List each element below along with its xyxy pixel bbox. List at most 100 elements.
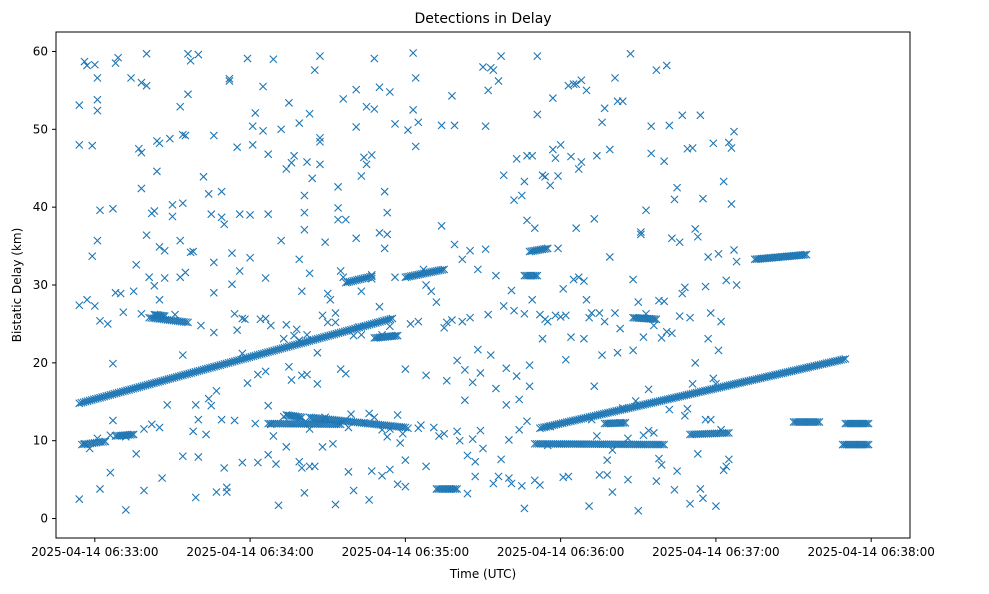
data-point-marker (352, 234, 361, 243)
data-point-marker (362, 102, 371, 111)
data-point-marker (253, 370, 262, 379)
data-point-marker (305, 109, 314, 118)
data-point-marker (673, 467, 682, 476)
data-point-marker (277, 125, 286, 134)
y-tick-label: 30 (33, 278, 48, 292)
data-point-marker (181, 131, 190, 140)
data-point-marker (295, 119, 304, 128)
data-point-marker (491, 384, 500, 393)
data-point-marker (212, 488, 221, 497)
data-point-marker (468, 435, 477, 444)
data-point-marker (434, 484, 443, 493)
data-point-marker (380, 244, 389, 253)
data-point-marker (719, 177, 728, 186)
data-point-marker (529, 271, 538, 280)
data-point-marker (207, 210, 216, 219)
data-point-marker (711, 379, 720, 388)
data-point-marker (693, 449, 702, 458)
data-point-marker (515, 425, 524, 434)
data-point-marker (178, 351, 187, 360)
data-point-marker (717, 425, 726, 434)
data-point-marker (691, 358, 700, 367)
data-point-marker (616, 418, 625, 427)
data-point-marker (225, 77, 234, 86)
data-point-marker (698, 494, 707, 503)
data-point-marker (595, 470, 604, 479)
data-point-marker (680, 411, 689, 420)
data-point-marker (657, 460, 666, 469)
data-point-marker (313, 348, 322, 357)
data-point-marker (582, 295, 591, 304)
data-point-marker (556, 140, 565, 149)
data-point-marker (479, 63, 487, 72)
data-points (75, 49, 873, 515)
data-point-marker (617, 418, 626, 427)
data-point-marker (476, 426, 485, 435)
data-point-marker (460, 365, 469, 374)
data-point-marker (667, 234, 676, 243)
data-point-marker (675, 312, 684, 321)
data-point-marker (481, 122, 490, 131)
data-point-marker (111, 59, 120, 68)
data-point-marker (80, 57, 89, 66)
data-point-marker (538, 334, 547, 343)
data-point-marker (155, 139, 164, 148)
data-point-marker (315, 52, 324, 61)
data-point-marker (437, 121, 446, 130)
data-point-marker (106, 431, 115, 440)
data-point-marker (696, 111, 705, 120)
data-point-marker (473, 265, 482, 274)
data-point-marker (334, 215, 343, 224)
data-point-marker (160, 274, 169, 282)
data-point-marker (367, 272, 376, 281)
data-point-marker (719, 466, 728, 475)
data-point-marker (517, 191, 526, 200)
x-tick-label: 2025-04-14 06:36:00 (497, 545, 624, 559)
data-point-marker (491, 271, 500, 280)
data-point-marker (489, 479, 498, 488)
y-axis-label: Bistatic Delay (km) (10, 228, 24, 343)
data-point-marker (484, 86, 493, 95)
data-point-marker (520, 309, 529, 318)
data-point-marker (813, 418, 822, 426)
data-point-marker (163, 400, 172, 409)
data-point-marker (531, 271, 540, 280)
data-point-marker (401, 482, 410, 491)
data-point-marker (520, 504, 529, 513)
data-point-marker (297, 413, 306, 422)
data-point-marker (116, 289, 125, 298)
data-point-marker (101, 437, 110, 446)
data-point-marker (313, 379, 322, 388)
data-point-marker (300, 225, 309, 234)
data-point-marker (704, 334, 713, 343)
data-point-marker (385, 425, 394, 434)
data-point-marker (238, 349, 247, 358)
data-point-marker (142, 231, 151, 240)
data-point-marker (648, 315, 657, 324)
data-point-marker (315, 137, 324, 146)
data-point-marker (709, 374, 718, 383)
data-point-marker (186, 56, 195, 65)
data-point-marker (732, 281, 741, 289)
data-point-marker (352, 85, 361, 94)
data-point-marker (209, 258, 218, 267)
data-point-marker (296, 413, 305, 422)
data-point-marker (264, 150, 273, 159)
data-point-marker (331, 318, 340, 327)
data-point-marker (370, 54, 379, 63)
data-point-marker (686, 499, 695, 508)
data-point-marker (222, 488, 231, 497)
data-point-marker (181, 318, 190, 327)
data-point-marker (533, 110, 542, 119)
data-point-marker (603, 456, 612, 465)
data-point-marker (717, 317, 726, 326)
data-point-marker (209, 131, 218, 140)
data-point-marker (649, 321, 658, 330)
data-point-marker (391, 273, 400, 282)
data-point-marker (189, 427, 198, 436)
data-point-marker (266, 321, 275, 330)
data-point-marker (121, 432, 130, 441)
data-point-marker (629, 346, 638, 355)
data-point-marker (383, 208, 392, 217)
data-point-marker (152, 167, 161, 176)
